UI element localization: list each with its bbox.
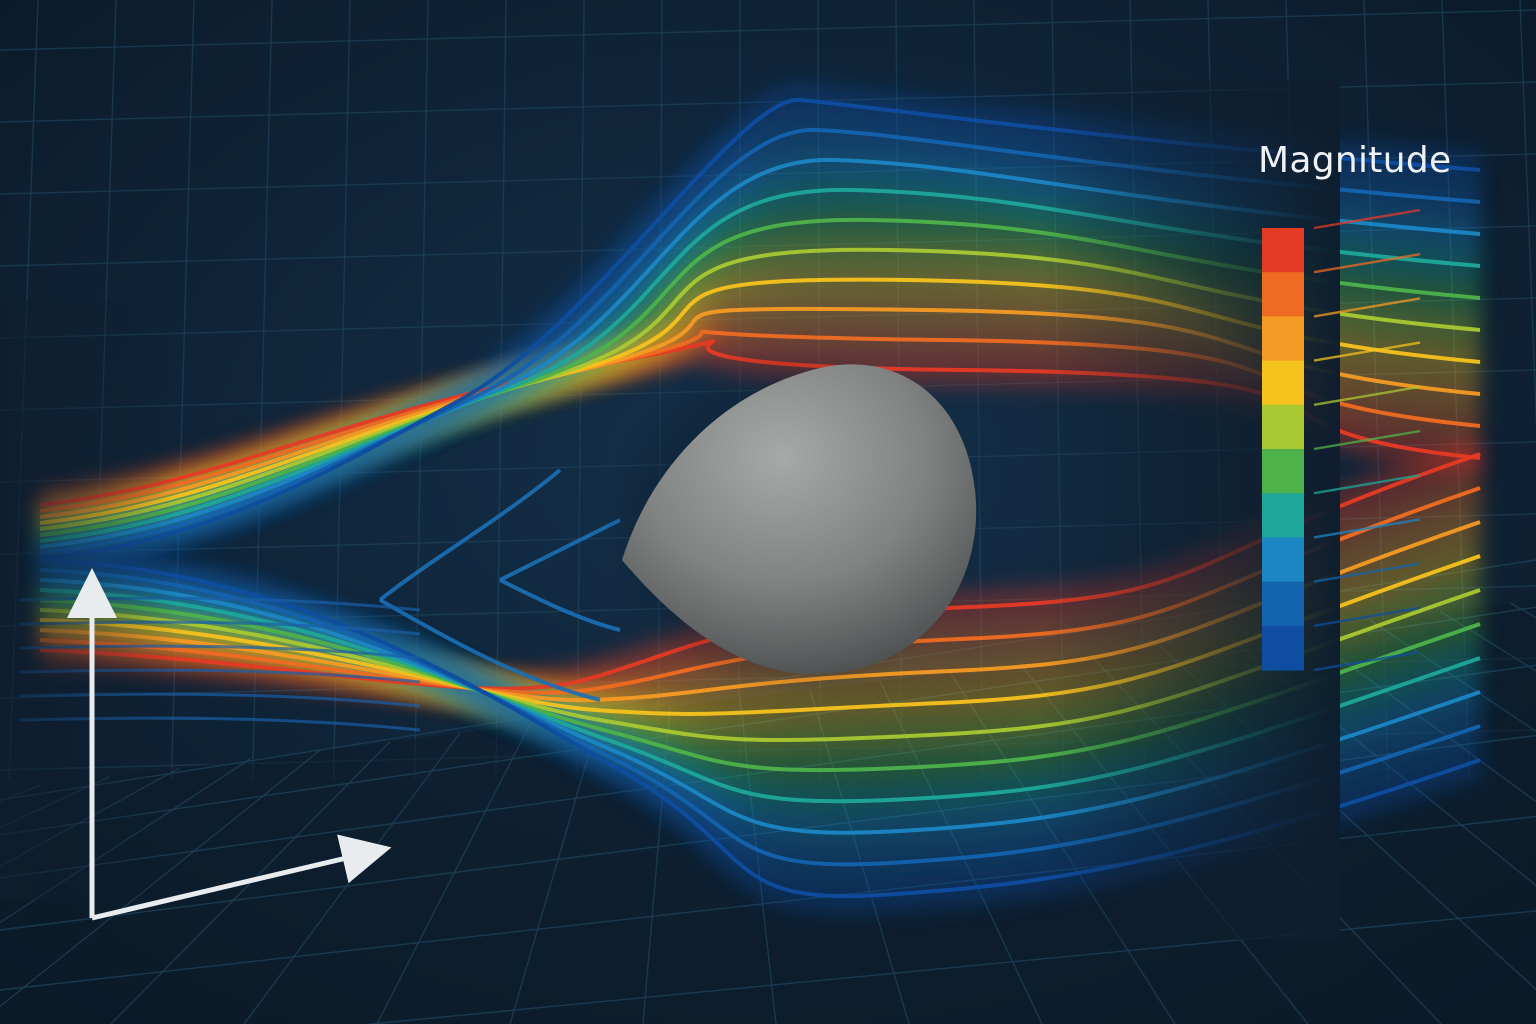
- grid-line: [0, 9, 1536, 51]
- colorbar-segment: [1262, 272, 1304, 317]
- colorbar-segment: [1262, 581, 1304, 627]
- colorbar-segment: [1262, 316, 1304, 362]
- colorbar-tick: [1313, 606, 1421, 627]
- colorbar-segment: [1262, 360, 1304, 406]
- streamline-stagnation: [379, 598, 601, 702]
- colorbar-tick: [1313, 429, 1421, 451]
- colorbar-tick: [1313, 385, 1421, 406]
- colorbar-tick: [1313, 562, 1421, 583]
- obstacle-body: [622, 364, 977, 674]
- streamline-stagnation: [378, 468, 562, 602]
- streamline-stagnation: [499, 578, 621, 632]
- colorbar-tick: [1313, 208, 1421, 230]
- colorbar-tick: [1313, 474, 1421, 495]
- colorbar-title: Magnitude: [1258, 140, 1452, 181]
- colorbar-segment: [1262, 404, 1304, 450]
- colorbar-segment: [1262, 537, 1304, 583]
- colorbar-tick: [1313, 253, 1421, 274]
- colorbar-tick: [1313, 650, 1421, 672]
- magnitude-colorbar: [1262, 228, 1304, 671]
- grid-line: [376, 723, 531, 1024]
- grid-line: [1519, 0, 1536, 429]
- colorbar-segment: [1262, 493, 1304, 538]
- colorbar-segment: [1262, 228, 1304, 273]
- x-axis-arrow: [91, 834, 392, 921]
- colorbar-segment: [1262, 625, 1304, 671]
- colorbar-segment: [1262, 449, 1304, 494]
- colorbar-tick: [1313, 341, 1421, 362]
- colorbar-ticks: [1313, 208, 1421, 672]
- grid-line: [576, 0, 585, 781]
- coordinate-axes: [67, 568, 392, 921]
- colorbar-tick: [1313, 297, 1421, 318]
- colorbar-tick: [1313, 518, 1421, 539]
